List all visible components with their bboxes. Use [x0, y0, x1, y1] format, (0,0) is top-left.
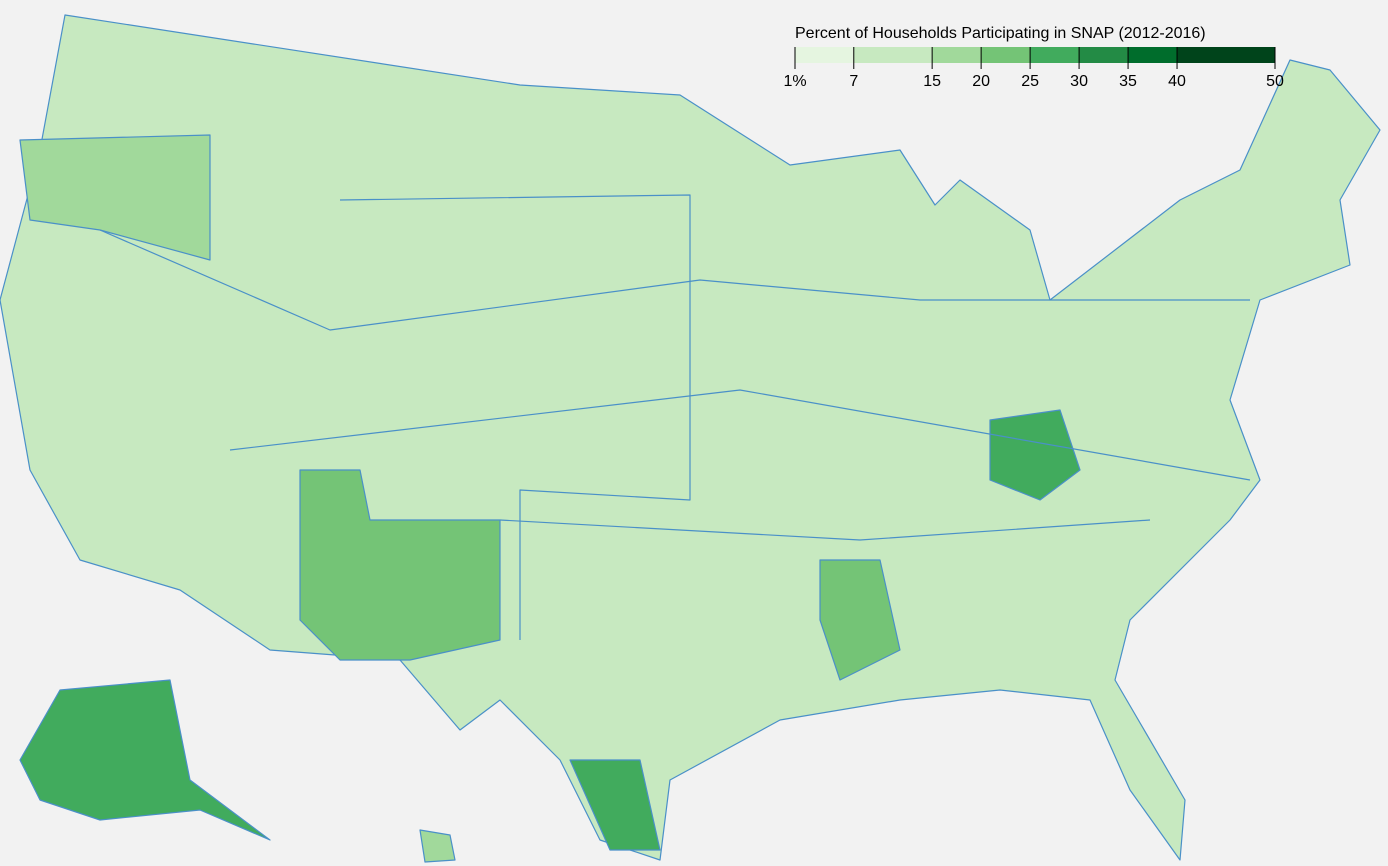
state-border	[339, 194, 691, 640]
alaska	[19, 679, 271, 841]
legend-title: Percent of Households Participating in S…	[795, 25, 1206, 42]
legend-swatch	[932, 47, 982, 63]
legend-swatch	[1030, 47, 1080, 63]
state-border	[499, 519, 1151, 541]
legend-swatch	[795, 47, 854, 63]
region-appalachia	[989, 409, 1081, 501]
legend-swatch	[853, 47, 933, 63]
basemap	[0, 14, 1381, 863]
hawaii	[419, 829, 456, 863]
state-border	[229, 389, 1251, 481]
tick-label: 50	[1266, 73, 1284, 90]
tick-label: 30	[1070, 73, 1088, 90]
tick-label: 40	[1168, 73, 1186, 90]
tick-label: 25	[1021, 73, 1039, 90]
region-southwest	[299, 469, 501, 661]
legend-swatch	[981, 47, 1031, 63]
legend-swatch	[1128, 47, 1178, 63]
state-border	[99, 229, 1250, 331]
legend: Percent of Households Participating in S…	[783, 25, 1284, 90]
tick-label: 20	[972, 73, 990, 90]
tick-label: 1%	[783, 73, 806, 90]
region-west	[19, 134, 211, 261]
legend-swatch	[1177, 47, 1275, 63]
region-south-texas	[569, 759, 661, 851]
tick-label: 15	[923, 73, 941, 90]
region-delta	[819, 559, 901, 681]
legend-swatch	[1079, 47, 1129, 63]
tick-label: 7	[849, 73, 858, 90]
tick-label: 35	[1119, 73, 1137, 90]
